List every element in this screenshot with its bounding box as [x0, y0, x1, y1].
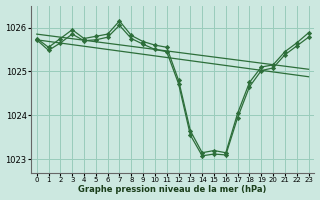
X-axis label: Graphe pression niveau de la mer (hPa): Graphe pression niveau de la mer (hPa) [78, 185, 267, 194]
